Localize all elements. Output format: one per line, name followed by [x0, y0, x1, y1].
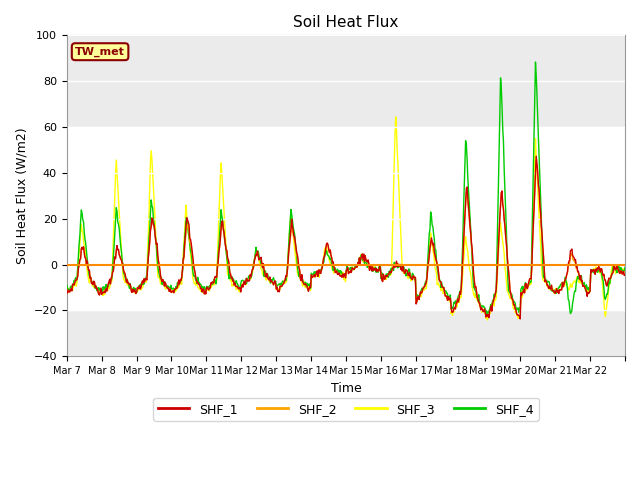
Y-axis label: Soil Heat Flux (W/m2): Soil Heat Flux (W/m2)	[15, 128, 28, 264]
Title: Soil Heat Flux: Soil Heat Flux	[293, 15, 399, 30]
X-axis label: Time: Time	[330, 382, 361, 395]
Legend: SHF_1, SHF_2, SHF_3, SHF_4: SHF_1, SHF_2, SHF_3, SHF_4	[153, 398, 539, 420]
Bar	[67, 127, 625, 311]
Text: TW_met: TW_met	[75, 47, 125, 57]
